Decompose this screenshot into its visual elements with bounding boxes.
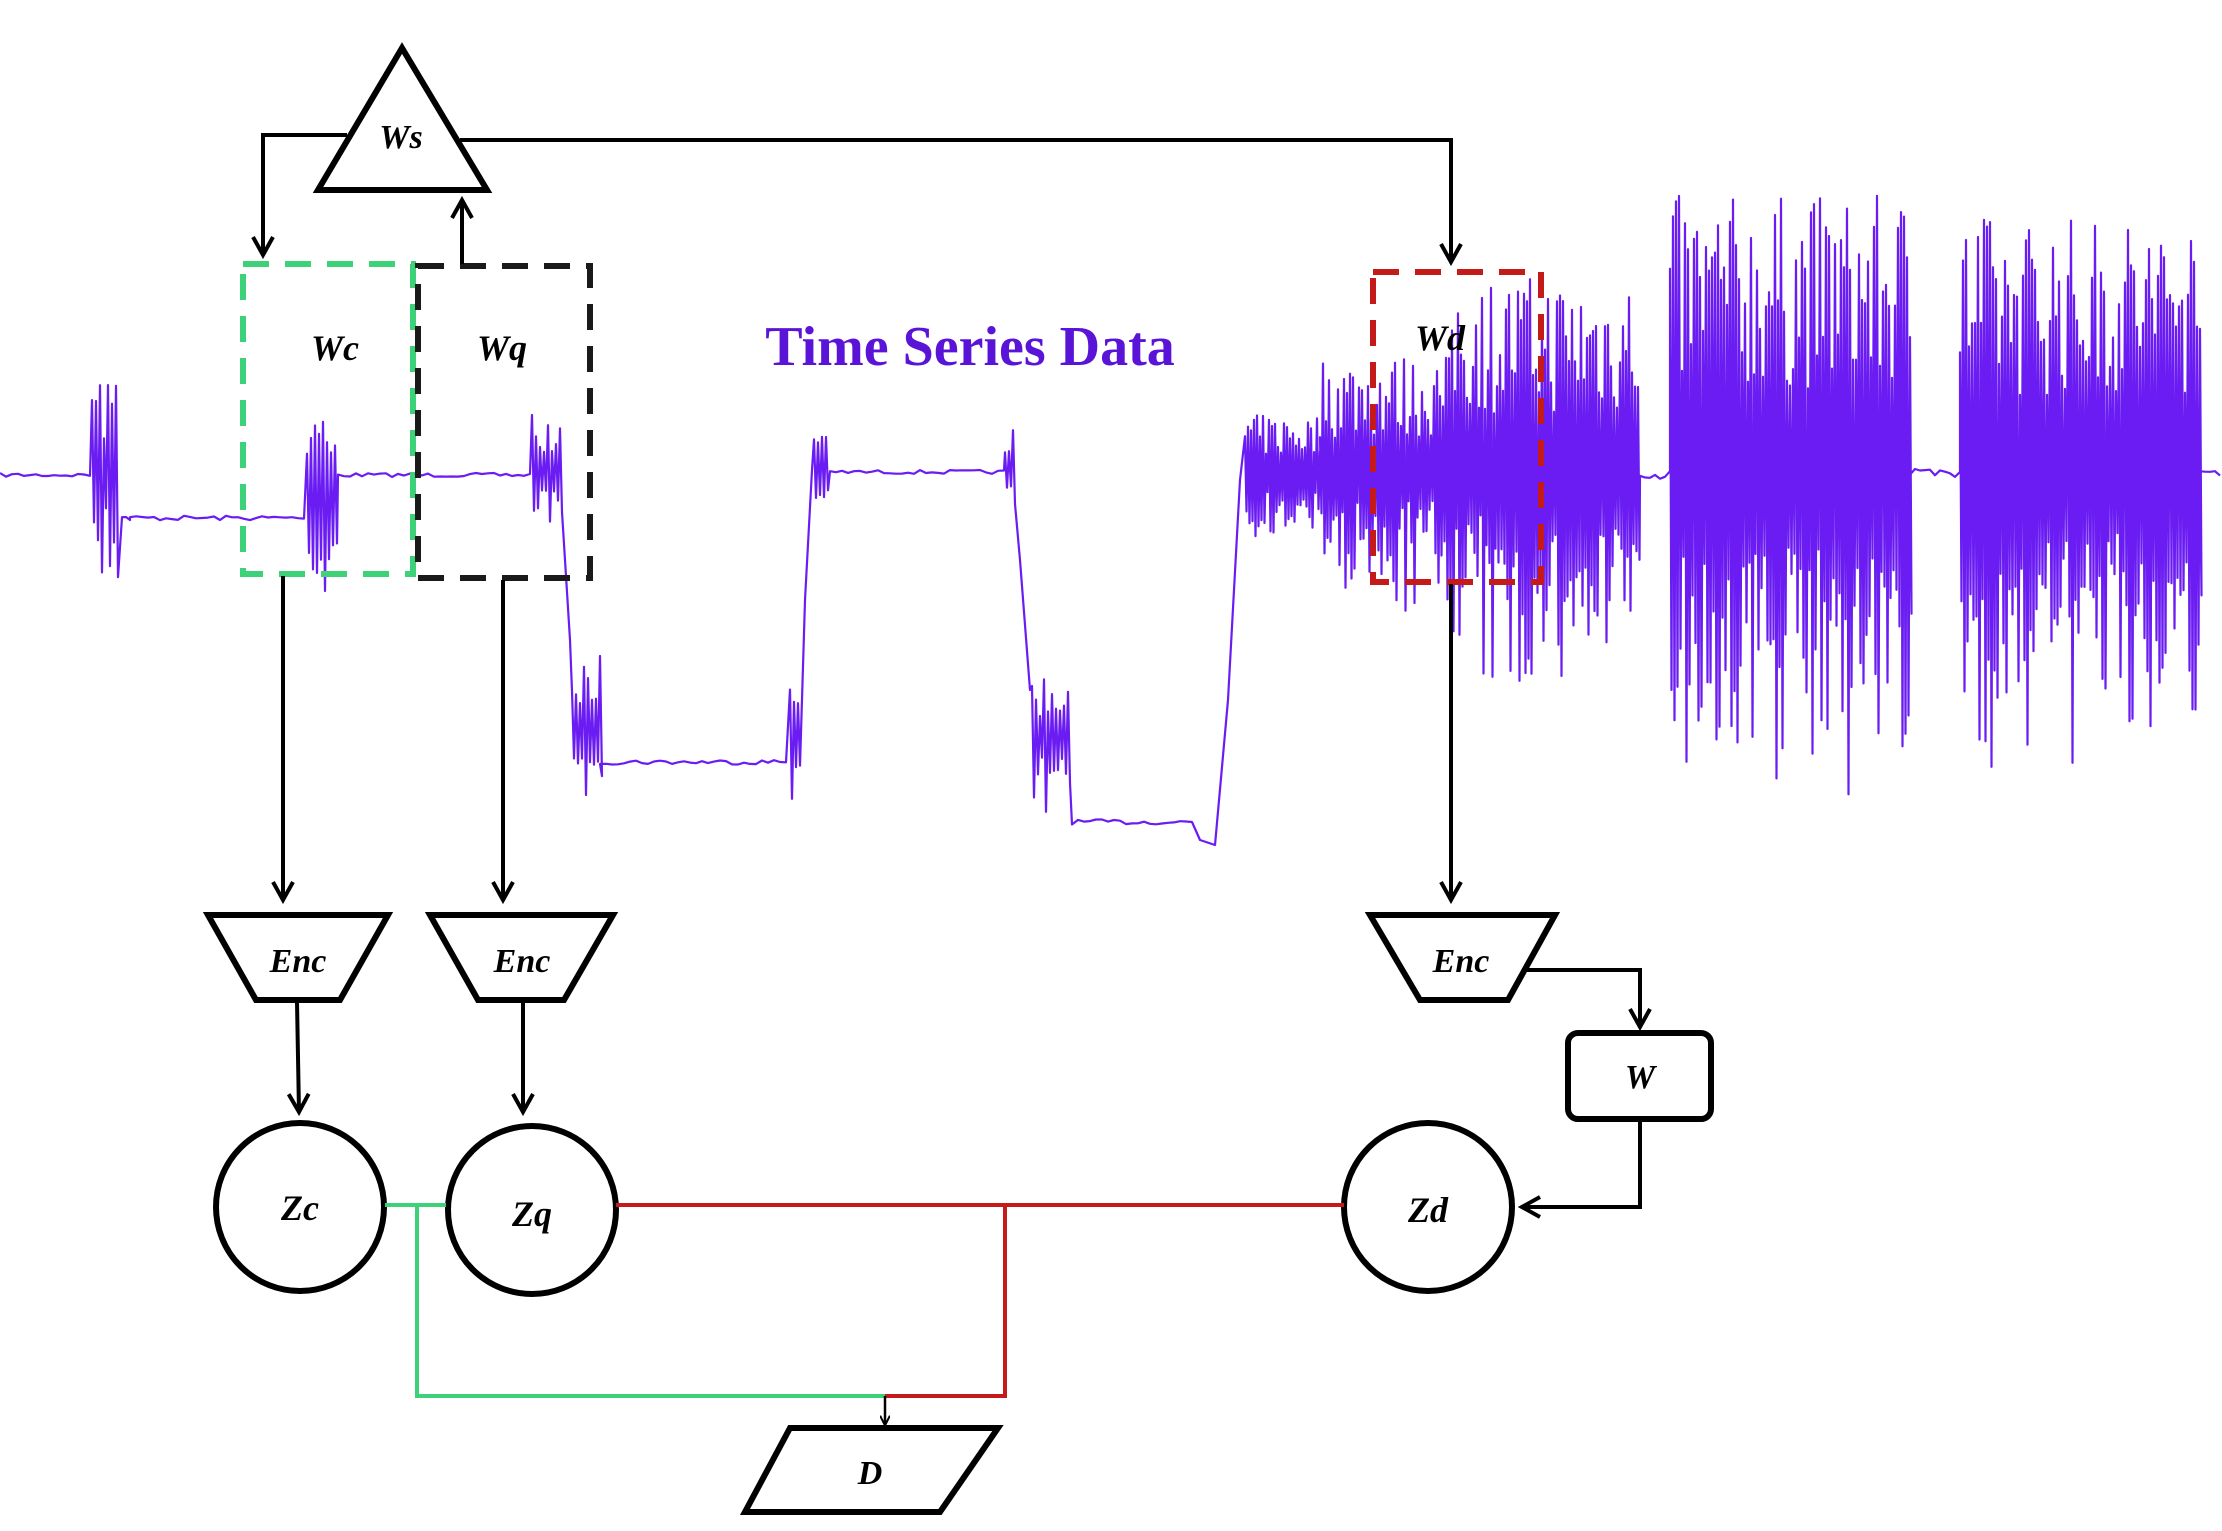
time-series-signal	[0, 194, 2221, 847]
enc-d-to-w-arrow	[1526, 968, 1640, 1027]
w-to-zd-arrow	[1522, 1121, 1642, 1207]
encoder-c	[202, 912, 394, 1003]
wq-label: Wq	[477, 328, 527, 368]
ws-to-wd-arrow	[460, 138, 1451, 262]
zd-label: Zd	[1407, 1190, 1449, 1230]
weight-box	[1565, 1030, 1714, 1122]
enc-q-label: Enc	[493, 943, 551, 980]
latent-zq-circle	[445, 1123, 619, 1297]
wc-label: Wc	[311, 328, 359, 368]
context-window	[240, 261, 416, 577]
zq-label: Zq	[511, 1194, 552, 1234]
green-link-to-d	[415, 1205, 885, 1398]
latent-zc-circle	[213, 1120, 387, 1294]
zc-label: Zc	[280, 1188, 319, 1228]
ws-to-wc-arrow	[263, 133, 347, 255]
red-link-to-d	[885, 1205, 1007, 1398]
encoder-d	[1364, 912, 1561, 1003]
encoder-q	[424, 912, 619, 1003]
data-window	[1370, 269, 1544, 585]
chart-title: Time Series Data	[765, 316, 1175, 378]
enc-c-to-zc-arrow	[297, 1001, 299, 1112]
w-label: W	[1625, 1059, 1658, 1096]
query-window	[415, 263, 593, 581]
enc-c-label: Enc	[269, 943, 327, 980]
ws-label: Ws	[379, 119, 422, 156]
enc-d-label: Enc	[1432, 943, 1490, 980]
wd-label: Wd	[1415, 318, 1466, 358]
window-sampler-triangle	[312, 42, 493, 193]
discriminator-parallelogram	[739, 1425, 1004, 1515]
d-label: D	[857, 1455, 883, 1492]
